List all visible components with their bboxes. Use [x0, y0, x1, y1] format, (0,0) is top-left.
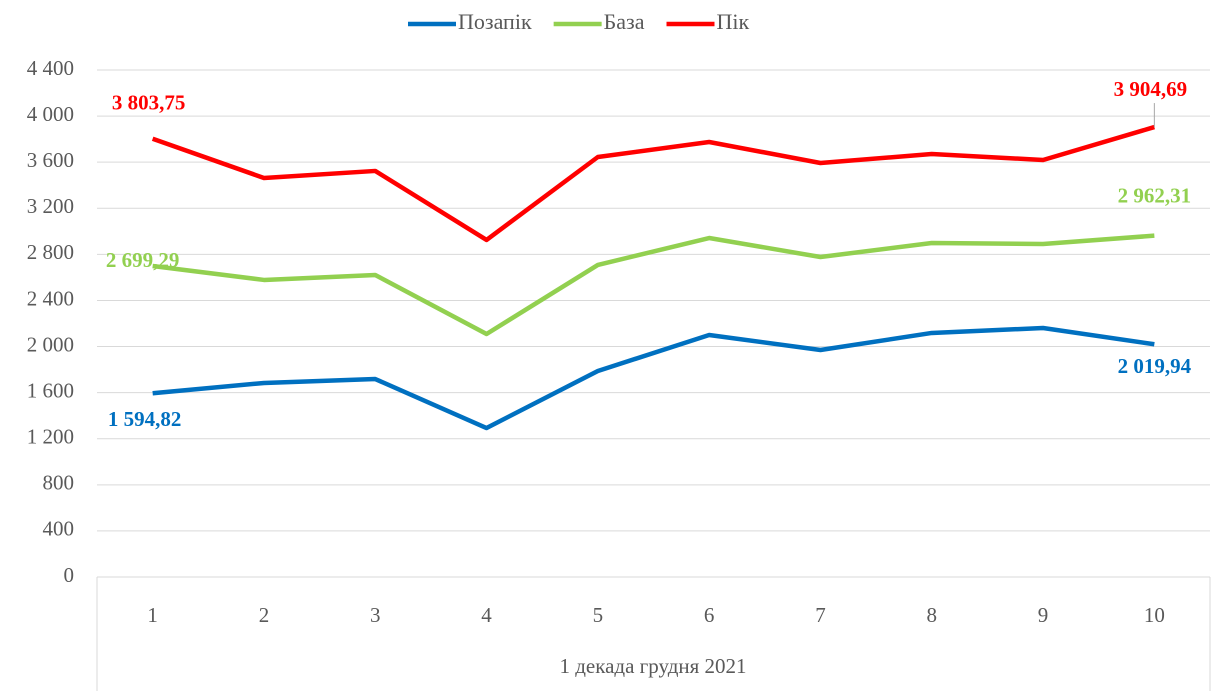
legend-label: База: [604, 9, 645, 34]
data-label: 2 019,94: [1118, 354, 1192, 378]
series-line: [152, 233, 1155, 337]
y-tick-label: 0: [64, 563, 75, 587]
y-tick-label: 4 000: [27, 102, 74, 126]
data-label: 1 594,82: [108, 407, 182, 431]
x-tick-label: 10: [1144, 603, 1165, 627]
y-tick-label: 800: [43, 471, 75, 495]
x-tick-label: 4: [481, 603, 492, 627]
y-tick-label: 400: [43, 517, 75, 541]
legend-label: Позапік: [458, 9, 532, 34]
x-tick-label: 5: [593, 603, 604, 627]
x-tick-label: 7: [815, 603, 826, 627]
y-tick-label: 2 400: [27, 286, 74, 310]
x-tick-label: 1: [147, 603, 158, 627]
y-tick-label: 4 400: [27, 56, 74, 80]
data-label: 3 803,75: [112, 91, 186, 115]
x-axis-label: 1 декада грудня 2021: [559, 654, 746, 678]
x-tick-label: 2: [259, 603, 270, 627]
y-tick-label: 3 600: [27, 148, 74, 172]
series-line: [151, 124, 1155, 243]
x-tick-label: 6: [704, 603, 715, 627]
data-label: 2 699,29: [106, 248, 180, 272]
legend-label: Пік: [717, 9, 750, 34]
series-line: [152, 325, 1155, 431]
y-tick-label: 3 200: [27, 194, 74, 218]
y-tick-label: 2 000: [27, 332, 74, 356]
y-tick-label: 1 200: [27, 425, 74, 449]
data-label: 2 962,31: [1118, 183, 1192, 207]
y-tick-label: 1 600: [27, 378, 74, 402]
x-tick-label: 3: [370, 603, 381, 627]
x-tick-label: 9: [1038, 603, 1049, 627]
data-label: 3 904,69: [1114, 77, 1188, 101]
y-tick-label: 2 800: [27, 240, 74, 264]
x-tick-label: 8: [927, 603, 938, 627]
